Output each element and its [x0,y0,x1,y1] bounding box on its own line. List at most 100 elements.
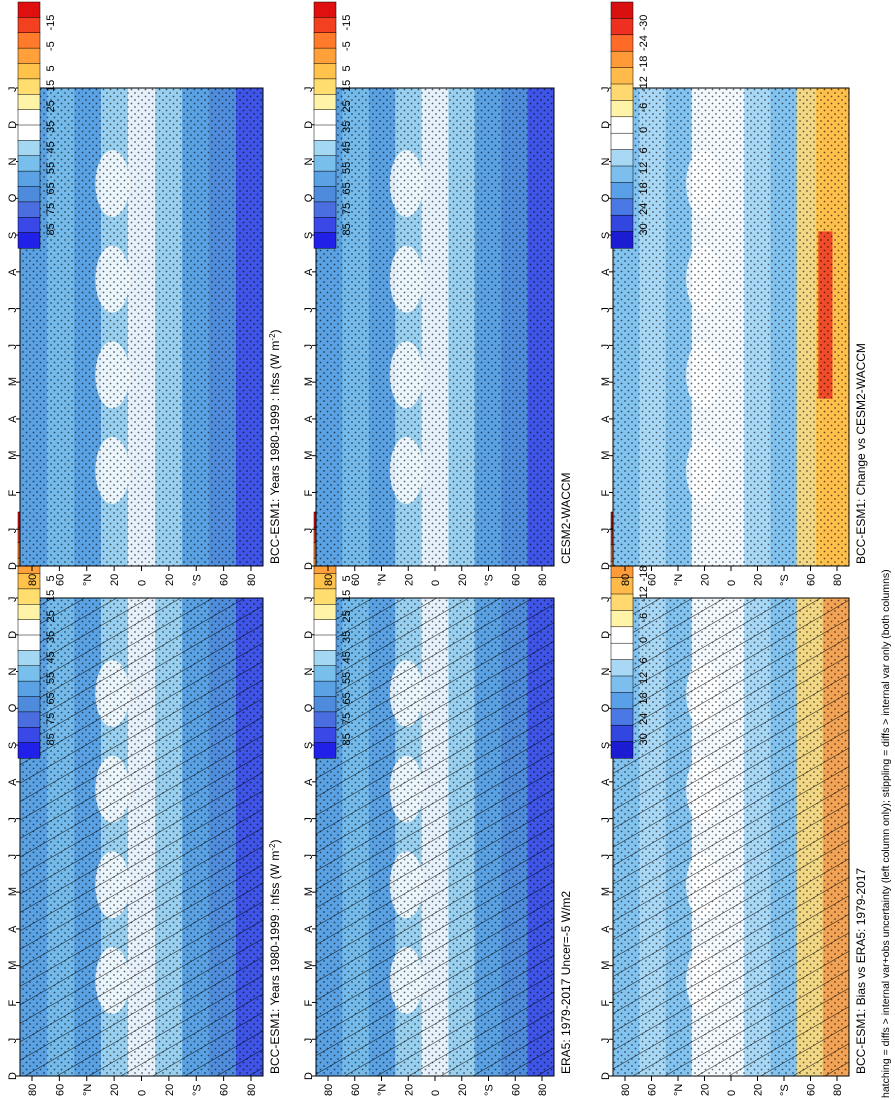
lat-tick-label: 80 [246,1084,258,1096]
lat-tick-label: °S [484,1084,496,1096]
colorbar-tick-label: -24 [638,35,650,51]
panel-title: BCC-ESM1: Years 1980-1999 : hfss (W m-2) [268,839,282,1074]
month-tick-label: D [303,121,315,129]
colorbar-tick-label: 5 [341,575,353,581]
lat-tick-label: °S [779,574,791,586]
lat-tick-label: 0 [726,1090,738,1096]
month-tick-label: F [600,489,612,496]
month-tick-label: S [7,232,19,239]
month-tick-label: A [7,778,19,786]
colorbar-cell [17,124,41,141]
colorbar-tick-label: 5 [45,65,57,71]
month-tick-label: M [303,451,315,460]
colorbar-cell [610,741,634,759]
colorbar-cell [313,634,337,651]
colorbar-cell [313,47,337,65]
colorbar-cell [313,711,337,728]
lat-tick-label: 20 [700,1084,712,1096]
colorbar-tick-label: 45 [341,141,353,153]
month-tick-label: M [7,961,19,970]
colorbar-tick-label: -12 [638,76,650,92]
colorbar-cell [313,696,337,713]
colorbar-tick-label: 5 [341,65,353,71]
lat-tick-label: 60 [350,574,362,586]
colorbar-tick-label: 18 [638,692,650,704]
month-tick-label: A [7,925,19,933]
colorbar-cell [313,217,337,234]
lat-tick-label: 20 [164,1084,176,1096]
month-tick-label: M [303,377,315,386]
colorbar-cell [17,727,41,744]
colorbar-tick-label: 85 [341,223,353,235]
colorbar-tick-label: 45 [45,141,57,153]
colorbar-cell [17,217,41,234]
lat-tick-label: 80 [27,574,39,586]
colorbar-tick-label: 30 [638,223,650,235]
lat-tick-label: 60 [54,574,66,586]
colorbar-tick-label: -30 [638,15,650,31]
colorbar-cell [17,170,41,188]
colorbar-cell [17,94,41,111]
month-tick-label: O [600,193,612,202]
month-tick-label: J [7,854,19,860]
month-tick-label: O [303,703,315,712]
stippling [20,88,263,566]
colorbar-cell [610,100,634,118]
month-tick-label: F [7,489,19,496]
month-tick-label: J [303,528,315,534]
lat-tick-label: 60 [647,574,659,586]
colorbar-cell [610,692,634,710]
lat-tick-label: °N [82,1084,94,1096]
lat-tick-label: 80 [832,1084,844,1096]
month-tick-label: A [600,925,612,933]
colorbar-cell [313,680,337,698]
colorbar-tick-label: 45 [341,651,353,663]
lat-tick-label: 20 [753,1084,765,1096]
month-tick-label: M [303,961,315,970]
colorbar-cell [313,94,337,111]
lat-tick-label: 20 [109,574,121,586]
colorbar-cell [610,198,634,216]
colorbar-cell [610,214,634,233]
month-tick-label: N [7,668,19,676]
colorbar-cell [313,727,337,744]
month-tick-label: D [7,631,19,639]
month-tick-label: J [7,87,19,93]
lat-tick-label: 20 [403,1084,415,1096]
colorbar-tick-label: 15 [45,80,57,92]
colorbar-tick-label: 24 [638,203,650,215]
panel-title: BCC-ESM1: Change vs CESM2-WACCM [854,343,868,564]
colorbar-cell [17,109,41,126]
colorbar-tick-label: 12 [638,672,650,684]
lat-tick-label: 60 [806,1084,818,1096]
colorbar-tick-label: 45 [45,651,57,663]
colorbar-tick-label: 55 [45,162,57,174]
colorbar-tick-label: -6 [638,613,650,623]
colorbar-tick-label: -18 [638,56,650,72]
colorbar-cell [313,124,337,141]
panel-p4: 80 60 °N 20 0 20 °S 60 80 D J F M A M J J A S O N D J CESM2-WAC… [303,1,573,586]
hatching [20,598,263,1076]
colorbar-tick-label: -15 [45,15,57,31]
colorbar-cell [313,109,337,126]
colorbar-tick-label: 25 [45,610,57,622]
colorbar-cell [610,675,634,693]
colorbar-cell [313,32,337,49]
colorbar-cell [17,47,41,65]
lat-tick-label: 0 [137,1090,149,1096]
month-tick-label: S [303,742,315,749]
lat-tick-label: 60 [219,574,231,586]
lat-tick-label: 20 [753,574,765,586]
month-tick-label: A [7,415,19,423]
lat-tick-label: 60 [510,574,522,586]
lat-tick-label: °N [673,1084,685,1096]
colorbar-tick-label: 65 [45,692,57,704]
colorbar-cell [610,626,634,644]
month-tick-label: J [7,1038,19,1044]
lat-tick-label: °S [779,1084,791,1096]
month-tick-label: D [600,562,612,570]
colorbar-cell [313,665,337,682]
colorbar-tick-label: 55 [341,162,353,174]
month-tick-label: M [600,377,612,386]
colorbar-cell [610,182,634,200]
